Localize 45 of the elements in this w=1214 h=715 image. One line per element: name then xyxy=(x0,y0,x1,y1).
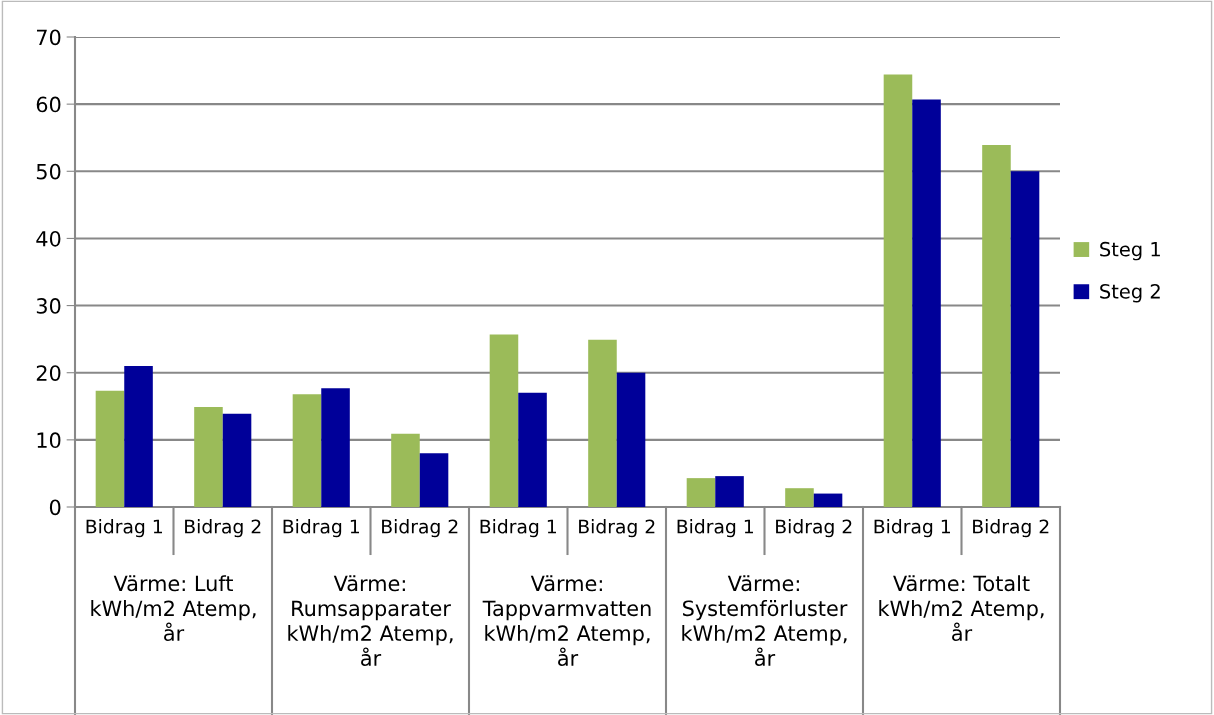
x-tick-label: Bidrag 1 xyxy=(677,519,753,538)
text: Värme: Rumsapparater kWh/m2 Atemp, år xyxy=(288,575,453,667)
y-tick-label: 0 xyxy=(49,499,61,516)
bar xyxy=(222,413,252,507)
bar xyxy=(883,74,913,507)
bar xyxy=(489,334,519,507)
text: Värme: Tappvarmvatten kWh/m2 Atemp, år xyxy=(482,575,651,667)
x-tick-label: Bidrag 2 xyxy=(973,519,1049,538)
x-tick-label: Bidrag 1 xyxy=(874,519,950,538)
text: Värme: Systemförluster kWh/m2 Atemp, år xyxy=(682,575,848,667)
bar xyxy=(1010,171,1040,507)
x-tick-label: Bidrag 1 xyxy=(283,519,359,538)
bar xyxy=(95,390,125,507)
bar xyxy=(982,145,1011,507)
bar xyxy=(292,394,322,507)
bar xyxy=(616,372,646,507)
bar xyxy=(588,339,617,507)
x-tick-label: Bidrag 2 xyxy=(382,519,458,538)
y-tick-label: 30 xyxy=(36,298,61,314)
bar xyxy=(715,476,744,507)
bar xyxy=(813,493,843,507)
legend-label: Steg 2 xyxy=(1100,284,1160,303)
bar xyxy=(785,488,814,507)
y-tick-label: 10 xyxy=(37,432,61,449)
y-tick-label: 20 xyxy=(36,365,61,381)
bar xyxy=(391,433,420,507)
y-tick-label: 70 xyxy=(37,29,61,46)
bar xyxy=(912,99,941,507)
legend-label: Steg 1 xyxy=(1100,241,1160,261)
bar xyxy=(419,453,449,507)
x-tick-label: Bidrag 2 xyxy=(579,519,655,538)
bar xyxy=(518,392,547,507)
y-tick-label: 60 xyxy=(36,96,61,113)
y-tick-label: 40 xyxy=(36,230,61,247)
y-tick-label: 50 xyxy=(36,163,61,180)
x-tick-label: Bidrag 2 xyxy=(185,519,261,538)
bar xyxy=(686,478,716,507)
bar xyxy=(124,366,153,507)
bar xyxy=(194,406,223,507)
x-tick-label: Bidrag 1 xyxy=(86,519,162,538)
text: Värme: Luft kWh/m2 Atemp, år xyxy=(91,575,256,642)
x-tick-label: Bidrag 1 xyxy=(480,519,556,538)
bar xyxy=(321,388,350,507)
x-tick-label: Bidrag 2 xyxy=(776,519,852,538)
text: Värme: Totalt kWh/m2 Atemp, år xyxy=(879,575,1044,642)
